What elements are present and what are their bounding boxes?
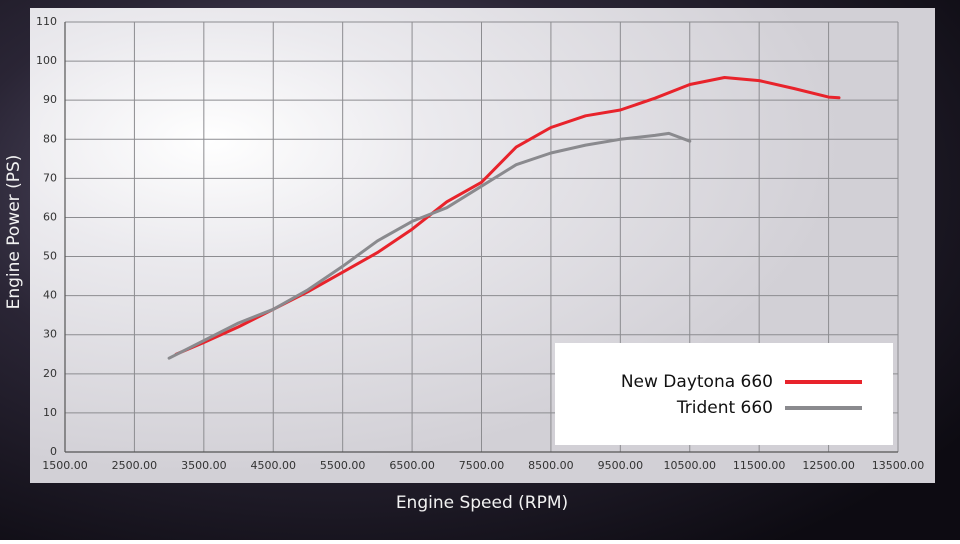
legend-box: [555, 343, 893, 445]
y-tick-label: 30: [43, 328, 57, 341]
y-tick-label: 40: [43, 289, 57, 302]
y-tick-label: 110: [36, 15, 57, 28]
y-tick-label: 50: [43, 250, 57, 263]
y-tick-label: 10: [43, 406, 57, 419]
x-tick-label: 5500.00: [320, 459, 366, 472]
x-tick-label: 11500.00: [733, 459, 786, 472]
x-tick-label: 9500.00: [598, 459, 644, 472]
y-tick-label: 80: [43, 132, 57, 145]
x-tick-label: 4500.00: [251, 459, 297, 472]
x-tick-label: 8500.00: [528, 459, 574, 472]
y-tick-label: 60: [43, 210, 57, 223]
y-tick-label: 70: [43, 171, 57, 184]
series-line: [167, 131, 692, 360]
y-tick-label: 100: [36, 54, 57, 67]
y-tick-label: 20: [43, 367, 57, 380]
y-tick-label: 90: [43, 93, 57, 106]
x-tick-label: 7500.00: [459, 459, 505, 472]
x-tick-label: 2500.00: [112, 459, 158, 472]
x-tick-label: 6500.00: [389, 459, 435, 472]
x-tick-label: 1500.00: [42, 459, 88, 472]
y-axis-title: Engine Power (PS): [4, 155, 24, 310]
x-tick-label: 12500.00: [802, 459, 855, 472]
x-tick-label: 13500.00: [872, 459, 925, 472]
x-tick-label: 10500.00: [664, 459, 717, 472]
y-tick-label: 0: [50, 445, 57, 458]
legend-label: Trident 660: [676, 398, 773, 418]
x-axis-title: Engine Speed (RPM): [396, 493, 568, 513]
legend-label: New Daytona 660: [621, 372, 773, 392]
x-tick-label: 3500.00: [181, 459, 227, 472]
